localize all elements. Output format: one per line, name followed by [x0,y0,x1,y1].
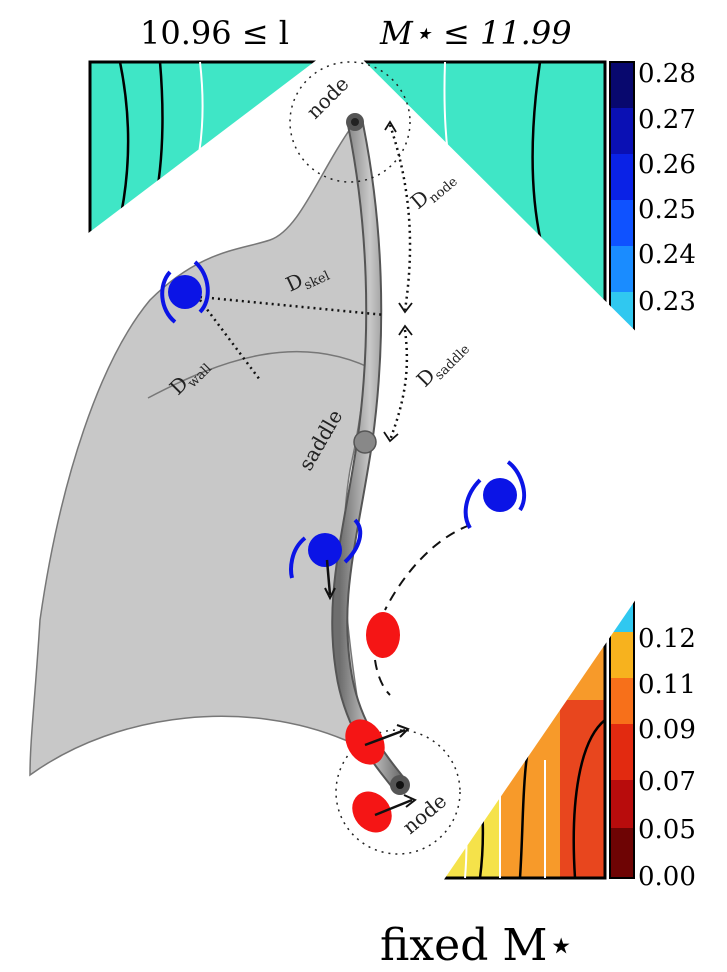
page: 0.28 0.27 0.26 0.25 0.24 0.23 0.12 0.11 … [0,0,727,972]
colorbar-label: 0.26 [638,150,696,180]
colorbar-label: 0.28 [638,59,696,89]
colorbar-label: 0.12 [638,624,696,654]
colorbar-label: 0.24 [638,240,696,270]
colorbar-label: 0.27 [638,105,696,135]
title-right: M⋆ ≤ 11.99 [379,14,572,52]
colorbar-label: 0.00 [638,862,696,892]
colorbar-label: 0.09 [638,715,696,745]
colorbar-label: 0.23 [638,287,696,317]
colorbar-label: 0.25 [638,195,696,225]
colorbar-label: 0.11 [638,670,696,700]
caption: fixed M⋆ [380,920,575,971]
title-left: 10.96 ≤ l [140,14,289,52]
colorbar-label: 0.05 [638,815,696,845]
colorbar-label: 0.07 [638,767,696,797]
